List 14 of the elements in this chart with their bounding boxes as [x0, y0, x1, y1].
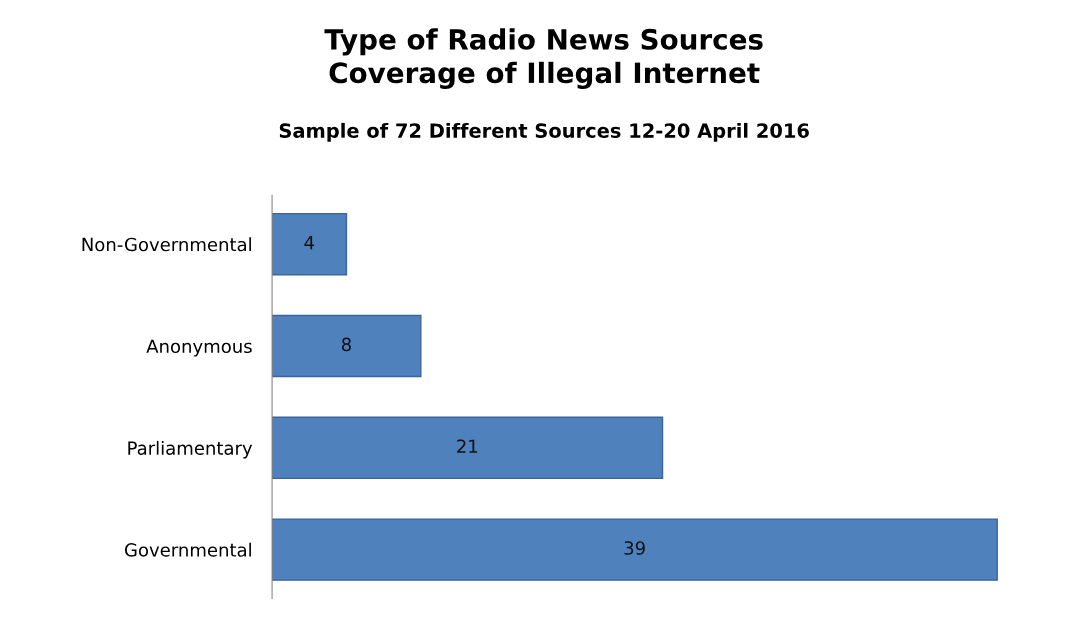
- chart-subtitle: Sample of 72 Different Sources 12-20 April 2016: [279, 122, 809, 142]
- bar: [272, 212, 348, 276]
- data-label: 21: [457, 439, 478, 453]
- data-label: 4: [304, 235, 314, 250]
- data-label: 8: [341, 337, 351, 352]
- chart-title: Type of Radio News Sources Coverage of Illegal Internet: [324, 28, 763, 89]
- bar: [272, 416, 664, 480]
- y-tick-label: Non-Governmental: [82, 237, 251, 252]
- data-label: 39: [624, 541, 645, 555]
- bar: [272, 518, 998, 581]
- y-tick-label: Anonymous: [146, 339, 252, 357]
- y-tick-label: Governmental: [124, 542, 251, 557]
- bar: [272, 314, 422, 378]
- y-tick-label: Parliamentary: [128, 440, 253, 459]
